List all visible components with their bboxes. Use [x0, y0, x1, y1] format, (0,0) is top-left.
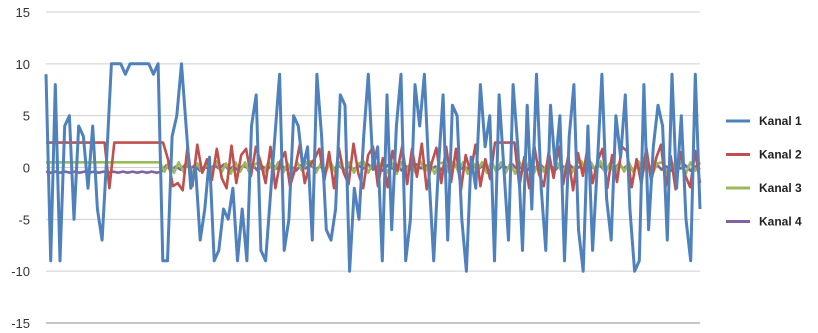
y-axis-tick-labels: 15 10 5 0 -5 -10 -15	[11, 5, 30, 331]
y-tick-label: -10	[11, 264, 30, 279]
y-tick-label: -15	[11, 316, 30, 331]
legend-label: Kanal 2	[759, 148, 802, 162]
legend-label: Kanal 4	[759, 215, 802, 229]
y-tick-label: 0	[23, 161, 30, 176]
legend-label: Kanal 3	[759, 181, 802, 195]
series-line-kanal-1	[44, 62, 702, 273]
y-tick-label: 10	[16, 57, 30, 72]
legend-label: Kanal 1	[759, 114, 802, 128]
series-lines	[44, 62, 702, 273]
y-tick-label: 5	[23, 109, 30, 124]
y-tick-label: -5	[18, 212, 30, 227]
legend: Kanal 1 Kanal 2 Kanal 3 Kanal 4	[726, 114, 802, 229]
gridlines	[46, 11, 700, 324]
y-tick-label: 15	[16, 5, 30, 20]
